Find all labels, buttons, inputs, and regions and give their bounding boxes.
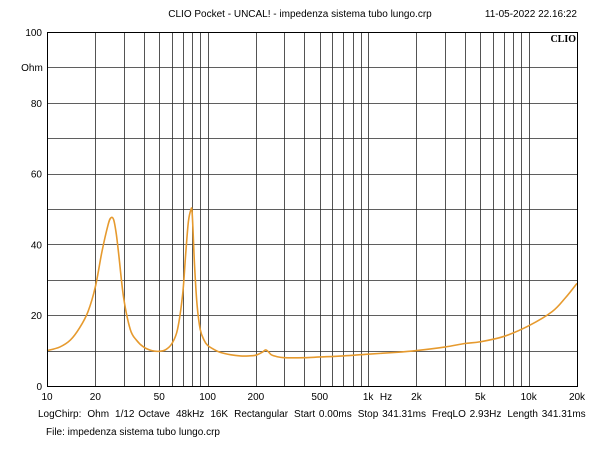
x-tick-label-3: 100 [199,392,216,403]
param-5: Rectangular [234,409,289,420]
clio-logo: CLIO [550,34,576,45]
y-tick-label-1: 80 [31,99,43,110]
param-8: FreqLO 2.93Hz [432,409,502,420]
param-9: Length 341.31ms [507,409,586,420]
chart-series [46,207,578,359]
x-tick-label-7: 2k [411,392,423,403]
y-tick-label-2: 60 [31,170,43,181]
param-1: Ohm [87,409,110,420]
timestamp: 11-05-2022 22.16:22 [484,9,577,20]
x-tick-labels: 10 20 50 100 200 500 1k 2k 5k 10k 20k [41,392,586,403]
x-tick-label-5: 500 [311,392,328,403]
y-tick-label-4: 20 [31,311,43,322]
x-tick-label-9: 10k [521,392,538,403]
x-tick-label-2: 50 [154,392,166,403]
param-6: Start 0.00ms [294,409,352,420]
y-tick-labels: 100 80 60 40 20 0 [25,28,42,393]
file-name: File: impedenza sistema tubo lungo.crp [46,427,220,438]
x-axis-label: Hz [380,392,392,403]
param-7: Stop 341.31ms [357,409,426,420]
plot-frame [47,32,578,387]
measurement-parameters: LogChirp: Ohm 1/12 Octave 48kHz 16K Rectangul… [38,409,592,420]
param-4: 16K [210,409,229,420]
impedance-curve-0 [46,207,578,359]
chart-grid [47,32,577,386]
param-0: LogChirp: [38,409,82,420]
x-tick-label-1: 20 [90,392,102,403]
x-tick-label-8: 5k [475,392,487,403]
param-3: 48kHz [175,409,205,420]
x-tick-label-10: 20k [569,392,586,403]
y-tick-label-5: 0 [36,382,42,393]
x-tick-label-0: 10 [41,392,53,403]
x-tick-label-4: 200 [248,392,265,403]
y-tick-label-3: 40 [31,240,43,251]
x-tick-label-6: 1k [363,392,375,403]
y-axis-label: Ohm [21,63,43,74]
chart-title: CLIO Pocket - UNCAL! - impedenza sistema… [168,9,432,20]
y-tick-label-0: 100 [25,28,42,39]
param-2: 1/12 Octave [115,409,170,420]
